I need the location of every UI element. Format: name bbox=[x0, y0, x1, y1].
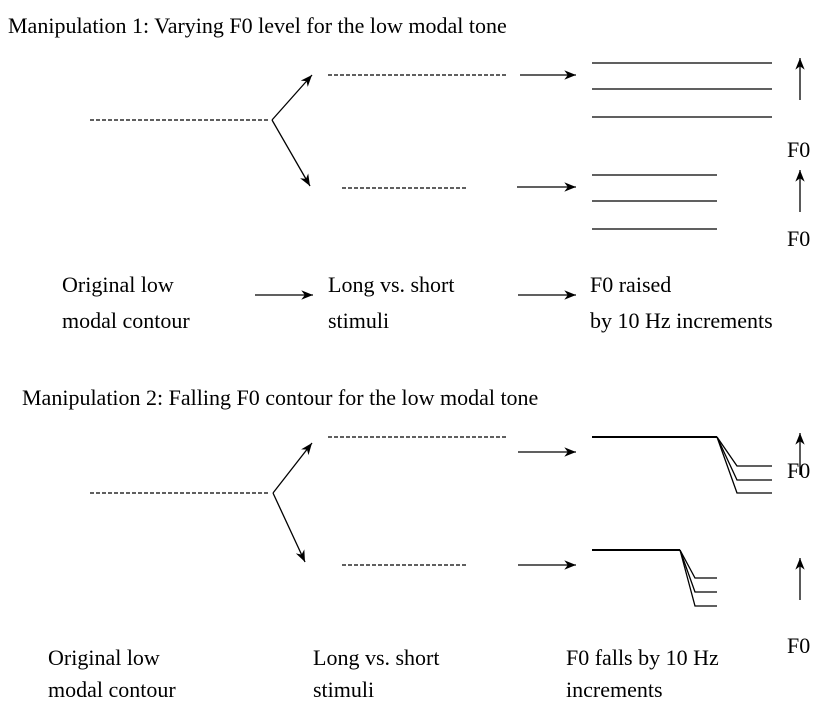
f0-label: F0 bbox=[787, 633, 810, 658]
caption: Long vs. short bbox=[328, 272, 455, 297]
caption: Original low bbox=[48, 645, 160, 670]
caption: stimuli bbox=[328, 308, 389, 333]
caption: F0 falls by 10 Hz bbox=[566, 645, 719, 670]
caption: Original low bbox=[62, 272, 174, 297]
panel-title: Manipulation 2: Falling F0 contour for t… bbox=[22, 385, 538, 410]
panel-title: Manipulation 1: Varying F0 level for the… bbox=[8, 13, 507, 38]
f0-label: F0 bbox=[787, 137, 810, 162]
caption: Long vs. short bbox=[313, 645, 440, 670]
caption: F0 raised bbox=[590, 272, 671, 297]
caption: modal contour bbox=[62, 308, 190, 333]
f0-label: F0 bbox=[787, 226, 810, 251]
f0-label: F0 bbox=[787, 458, 810, 483]
panel-2-shapes bbox=[90, 433, 805, 607]
caption: modal contour bbox=[48, 677, 176, 702]
caption: by 10 Hz increments bbox=[590, 308, 773, 333]
caption: increments bbox=[566, 677, 663, 702]
caption: stimuli bbox=[313, 677, 374, 702]
panel-1-shapes bbox=[90, 58, 805, 300]
